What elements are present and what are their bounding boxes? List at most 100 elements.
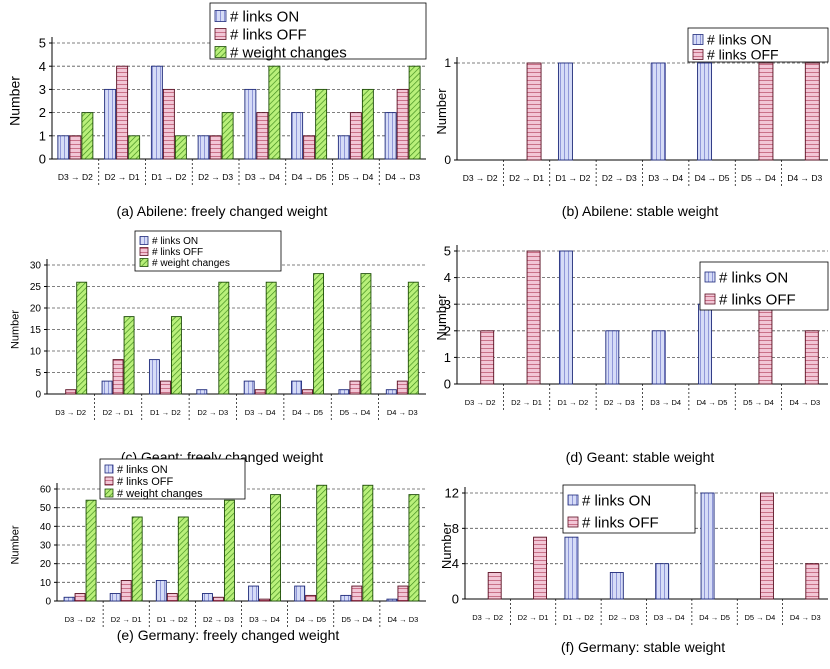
y-tick-label: 10 [40,578,52,589]
legend-swatch-off [704,293,716,305]
bar-on [291,112,304,160]
x-tick-label: D2 → D3 [604,398,635,407]
y-tick-label: 0 [452,592,459,607]
y-tick-label: 2 [39,105,46,120]
chart-caption: (e) Germany: freely changed weight [117,627,340,643]
x-tick-label: D4 → D5 [292,408,323,417]
bar-off [805,563,820,600]
bar-off [162,88,175,160]
x-tick-label: D1 → D2 [558,398,589,407]
x-tick-label: D5 → D4 [745,613,776,622]
bar-on [609,572,624,600]
x-tick-label: D2 → D3 [203,615,234,624]
bar-off [349,380,361,395]
bar-on [384,112,397,160]
x-tick-label: D4 → D3 [387,408,418,417]
bar-on [655,563,670,600]
y-tick-label: 50 [40,503,52,514]
y-axis-label: Number [9,310,21,349]
bar-off [804,62,820,161]
x-tick-label: D4 → D3 [385,172,420,182]
bar-on [605,330,620,385]
y-tick-label: 20 [30,304,42,315]
bar-weight [316,484,328,602]
legend-swatch-off [139,247,149,256]
legend-label-on: # links ON [707,31,772,47]
legend-label-off: # links OFF [230,26,307,43]
y-tick-label: 5 [444,244,451,259]
bar-off [65,389,77,395]
legend-box [699,261,829,311]
legend-label-off: # links OFF [582,514,659,531]
x-tick-label: D2 → D1 [105,172,140,182]
legend-label-on: # links ON [117,464,168,476]
x-tick-label: D1 → D2 [151,172,186,182]
bar-weight [268,65,281,160]
bar-off [349,112,362,160]
bar-off [396,88,409,160]
x-tick-label: D5 → D4 [341,615,372,624]
bar-off [303,135,316,160]
bar-off [120,580,132,602]
x-tick-label: D4 → D3 [789,398,820,407]
x-tick-label: D4 → D3 [790,613,821,622]
bar-on [385,389,397,395]
y-tick-label: 30 [30,261,42,272]
y-tick-label: 12 [445,486,459,501]
bar-off [759,492,774,600]
legend-label-on: # links ON [719,269,788,286]
bar-off [256,112,269,160]
x-tick-label: D2 → D1 [111,615,142,624]
y-tick-label: 4 [452,556,459,571]
bar-off [758,303,773,385]
bar-off [212,596,224,602]
bar-weight [360,273,372,395]
bar-on [700,492,715,600]
x-tick-label: D4 → D5 [295,615,326,624]
bar-on [248,585,260,602]
legend-swatch-weight [214,46,227,58]
bar-on [340,594,352,602]
x-tick-label: D3 → D2 [58,172,93,182]
legend-swatch-off [104,476,114,486]
x-tick-label: D1 → D2 [563,613,594,622]
x-tick-label: D2 → D3 [602,173,637,183]
legend-swatch-on [104,464,114,474]
bar-off [351,585,363,602]
y-tick-label: 10 [30,347,42,358]
bar-on [291,380,303,395]
bar-weight [223,499,235,602]
y-tick-label: 0 [39,152,46,167]
legend: # links ON# links OFF# weight changes [99,458,246,500]
bar-weight [407,281,419,395]
legend-label-off: # links OFF [719,291,796,308]
y-tick-label: 0 [444,377,451,392]
legend-box [687,27,829,63]
legend-swatch-on [567,494,579,506]
x-tick-label: D3 → D2 [472,613,503,622]
x-tick-label: D4 → D5 [699,613,730,622]
y-axis-label: Number [434,88,449,135]
bar-off [305,594,317,602]
chart-caption: (b) Abilene: stable weight [562,203,719,219]
legend-swatch-on [214,10,227,22]
bar-on [104,88,117,160]
legend-label-off: # links OFF [117,476,174,488]
chart-geant-stable: 0 1 2 3 4 5 Number D3 → D2 D2 → D1 D1 → D2 D2 → D3… [434,244,829,465]
chart-caption: (f) Germany: stable weight [561,639,725,655]
bar-on [57,135,70,160]
legend: # links ON # links OFF [562,484,696,534]
bar-on [109,593,121,602]
bar-weight [123,316,135,395]
bar-weight [170,316,182,395]
legend-swatch-off [692,49,704,60]
bar-on [698,303,713,385]
bar-on [148,359,160,395]
bar-weight [128,135,141,160]
bar-weight [408,65,421,160]
legend-swatch-on [704,271,716,283]
y-tick-label: 2 [444,323,451,338]
x-tick-label: D2 → D1 [509,173,544,183]
legend-label-weight: # weight changes [117,488,203,500]
